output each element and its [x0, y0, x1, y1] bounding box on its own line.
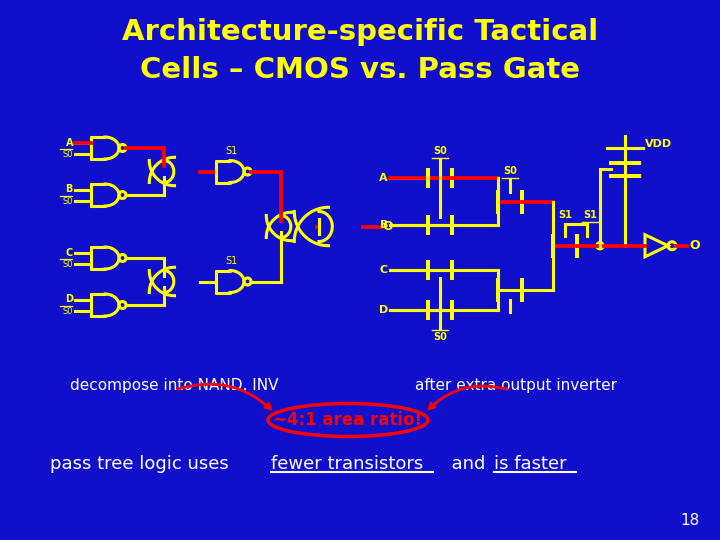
Text: decompose into NAND, INV: decompose into NAND, INV: [70, 378, 279, 393]
Text: pass tree logic uses: pass tree logic uses: [50, 455, 235, 473]
Text: S0: S0: [503, 165, 517, 176]
Text: S0: S0: [63, 260, 73, 269]
Text: C: C: [66, 247, 73, 258]
Text: A: A: [379, 173, 388, 183]
Text: S0: S0: [433, 146, 447, 156]
Text: S0: S0: [63, 197, 73, 206]
Text: C: C: [380, 265, 388, 275]
Text: after extra output inverter: after extra output inverter: [415, 378, 617, 393]
Text: and: and: [440, 455, 497, 473]
Text: S0: S0: [63, 307, 73, 316]
Text: S1: S1: [583, 210, 597, 220]
Text: is faster: is faster: [494, 455, 567, 473]
Text: B: B: [66, 185, 73, 194]
Text: Cells – CMOS vs. Pass Gate: Cells – CMOS vs. Pass Gate: [140, 56, 580, 84]
Text: D: D: [379, 305, 388, 315]
Text: ~4:1 area ratio!: ~4:1 area ratio!: [274, 411, 423, 429]
Text: O: O: [689, 239, 700, 252]
Text: Architecture-specific Tactical: Architecture-specific Tactical: [122, 18, 598, 46]
Text: 18: 18: [680, 513, 700, 528]
Text: S1: S1: [558, 210, 572, 220]
Text: S1: S1: [226, 146, 238, 157]
Circle shape: [596, 242, 604, 249]
Text: A: A: [66, 138, 73, 147]
Text: B: B: [379, 220, 388, 230]
Text: VDD: VDD: [645, 139, 672, 149]
Text: D: D: [65, 294, 73, 305]
Text: O: O: [383, 220, 393, 233]
Text: fewer transistors: fewer transistors: [271, 455, 423, 473]
Text: S0: S0: [63, 150, 73, 159]
Text: S0: S0: [433, 332, 447, 342]
Text: S1: S1: [226, 256, 238, 267]
